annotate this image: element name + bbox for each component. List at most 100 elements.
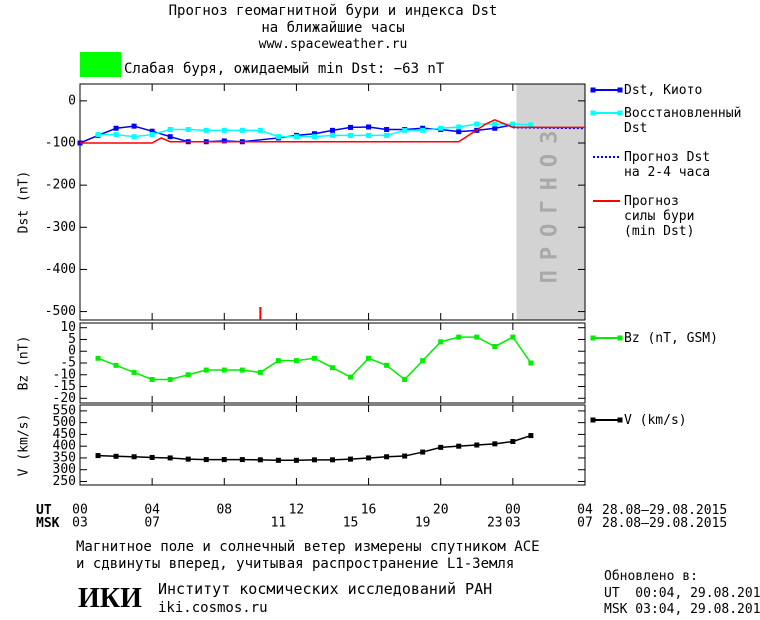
y-tick-label: 300 [53,462,76,477]
series-point [221,127,227,133]
legend-label: Dst, Киото [624,83,703,98]
series-point [167,376,173,382]
series-point [95,132,101,138]
series-point [402,376,408,382]
series-point [384,362,390,368]
legend-label: Bz (nT, GSM) [624,331,718,346]
series-point [149,128,155,134]
series-point [456,443,462,449]
series-point [167,127,173,133]
y-axis-label: V (km/s) [17,414,32,477]
x-tick-label: 23 [487,516,503,531]
msk-dates: 28.08–29.08.2015 [602,516,728,531]
series-point [113,125,119,131]
series-point [185,456,191,462]
series-point [420,358,426,364]
series-point [221,457,227,463]
series-point [402,453,408,459]
legend-marker [590,87,596,93]
ut-label: UT [36,503,52,518]
x-tick-label: 03 [72,516,88,531]
series-point [348,124,354,130]
x-tick-label: 15 [343,516,359,531]
series-point [492,344,498,350]
series-point [239,457,245,463]
y-tick-label: -500 [45,304,76,319]
series-point [239,127,245,133]
y-tick-label: -100 [45,136,76,151]
series-point [113,453,119,459]
forecast-label: ПРОГНОЗ [538,121,563,284]
series-line [98,434,532,462]
legend-marker [590,335,596,341]
site: iki.cosmos.ru [158,600,268,616]
series-point [438,444,444,450]
series-point [366,132,372,138]
legend-label: V (km/s) [624,413,687,428]
y-tick-label: 350 [53,450,76,465]
x-tick-label: 00 [505,503,521,518]
updated-ut: UT 00:04, 29.08.2015 [604,586,760,601]
y-tick-label: 250 [53,474,76,489]
y-tick-label: 400 [53,439,76,454]
x-tick-label: 16 [361,503,377,518]
series-point [185,372,191,378]
series-point [131,454,137,460]
series-point [510,438,516,444]
series-point [456,124,462,130]
y-tick-label: -15 [53,379,76,394]
series-point [95,355,101,361]
series-point [510,334,516,340]
plot-frame [79,83,586,321]
series-point [366,355,372,361]
y-tick-label: -300 [45,220,76,235]
series-point [456,334,462,340]
institute: Институт космических исследований РАН [158,580,493,598]
title: Прогноз геомагнитной бури и индекса Dst [168,3,498,19]
y-tick-label: -5 [60,356,76,371]
legend-label: Прогноз силы бури (min Dst) [624,194,695,239]
series-point [330,365,335,371]
x-tick-label: 00 [72,503,88,518]
title: на ближайшие часы [261,20,405,36]
series-point [95,453,101,459]
y-tick-label: 0 [68,344,76,359]
series-point [275,134,281,140]
status-swatch [80,52,121,77]
y-axis-label: Bz (nT) [17,336,32,391]
series-point [311,134,317,140]
series-point [384,132,390,138]
series-point [420,449,426,455]
updated-msk: MSK 03:04, 29.08.2015 [604,602,760,617]
x-tick-label: 19 [415,516,431,531]
series-point [221,367,227,373]
legend-marker [617,87,623,93]
x-tick-label: 08 [216,503,232,518]
series-point [149,376,155,382]
series-point [293,134,299,140]
series-point [275,457,281,463]
series-point [348,132,354,138]
legend-marker [617,335,623,341]
x-tick-label: 12 [289,503,305,518]
status: Слабая буря, ожидаемый min Dst: −63 nT [124,61,445,77]
legend-marker [590,417,596,423]
y-tick-label: 550 [53,403,76,418]
y-tick-label: 10 [60,320,76,335]
series-point [167,455,173,461]
series-point [366,124,372,130]
series-point [438,125,444,131]
series-point [330,132,335,138]
series-point [384,454,390,460]
y-tick-label: 5 [68,332,76,347]
y-tick-label: -200 [45,178,76,193]
legend-marker [617,110,623,116]
series-line [79,124,513,144]
series-point [438,339,444,345]
ut-dates: 28.08–29.08.2015 [602,503,728,518]
logo: ИКИ [78,583,142,614]
series-point [330,127,335,133]
msk-label: MSK [36,516,60,531]
